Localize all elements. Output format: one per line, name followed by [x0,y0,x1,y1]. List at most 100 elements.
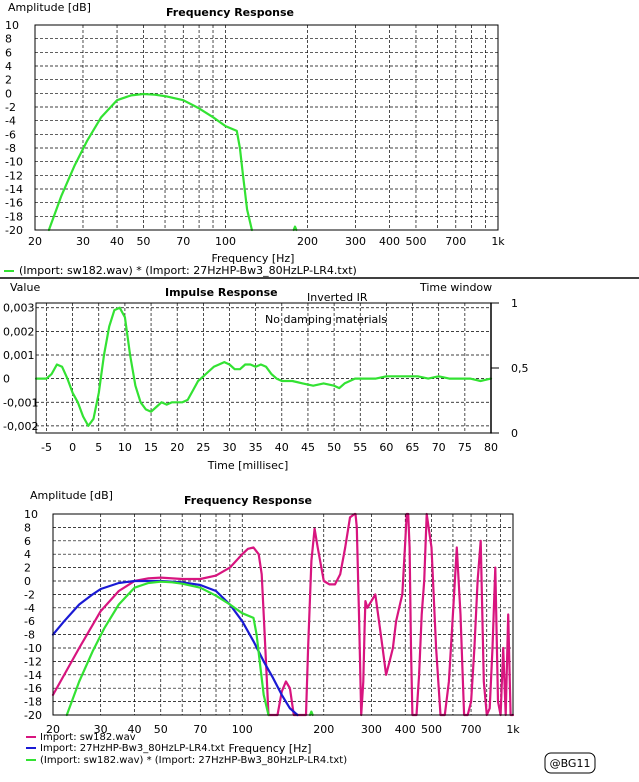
x-tick-label: 70 [176,235,190,248]
chart3-legend-label-1: Import: sw182.wav [40,732,136,743]
x-tick-label: 30 [94,723,108,736]
x-tick-label: 1k [491,235,505,248]
x-tick-label: 100 [232,723,253,736]
y-tick-label: -12 [24,655,42,668]
badge-frame [544,752,596,774]
x-tick-label: 200 [313,723,334,736]
y-tick-label: -20 [24,709,42,722]
x-tick-label: 700 [445,235,466,248]
x-tick-label: -5 [41,441,52,454]
x-tick-label: 20 [170,441,184,454]
chart3-legend-label-2: Import: 27HzHP-Bw3_80HzLP-LR4.txt [40,743,225,754]
chart3-xlabel: Frequency [Hz] [229,742,312,755]
x-tick-label: 5 [95,441,102,454]
y2-tick-label: 0,5 [511,362,529,375]
series-line-3-1 [51,512,515,717]
badge-text: @BG11 [550,757,591,770]
x-tick-label: 80 [484,441,498,454]
y-tick-label: 0,003 [3,302,35,315]
y-tick-label: -0,001 [3,396,38,409]
y-tick-label: -4 [5,115,16,128]
y-tick-label: -16 [5,197,23,210]
x-tick-label: 500 [405,235,426,248]
x-tick-label: 700 [461,723,482,736]
y-tick-label: 0 [3,373,10,386]
y-tick-label: 2 [5,74,12,87]
y-tick-label: -2 [24,588,35,601]
chart3-plot-frame [52,513,514,716]
y-tick-label: -8 [5,142,16,155]
chart2-plot-frame [35,302,492,434]
chart1-ylabel: Amplitude [dB] [8,1,91,14]
x-tick-label: 75 [458,441,472,454]
y2-tick-label: 0 [511,427,518,440]
y-tick-label: -18 [24,696,42,709]
y-tick-label: -14 [5,183,23,196]
series-line-3-3 [65,580,270,717]
y-tick-label: -10 [5,156,23,169]
y-tick-label: -4 [24,602,35,615]
x-tick-label: 55 [353,441,367,454]
y-tick-label: -0,002 [3,420,38,433]
x-tick-label: 300 [345,235,366,248]
x-tick-label: 10 [118,441,132,454]
x-tick-label: 20 [28,235,42,248]
y-tick-label: 8 [5,33,12,46]
x-tick-label: 40 [128,723,142,736]
y-tick-label: 6 [5,46,12,59]
x-tick-label: 400 [379,235,400,248]
y2-tick-label: 1 [511,297,518,310]
y-tick-label: 10 [24,508,38,521]
series-line-1-2 [292,225,298,232]
y-tick-label: -8 [24,629,35,642]
series-line-1-1 [47,92,253,232]
y-tick-label: -18 [5,210,23,223]
x-tick-label: 60 [379,441,393,454]
x-tick-label: 1k [506,723,520,736]
chart2-annotation-damping: No damping materials [265,313,387,326]
y-tick-label: -6 [24,615,35,628]
x-tick-label: 20 [46,723,60,736]
chart3-ylabel: Amplitude [dB] [30,489,113,502]
x-tick-label: 500 [421,723,442,736]
x-tick-label: 40 [275,441,289,454]
y-tick-label: 4 [24,548,31,561]
series-line-3-2 [51,579,299,717]
y-tick-label: 0,002 [3,325,35,338]
x-tick-label: 0 [69,441,76,454]
chart3-title: Frequency Response [184,494,312,507]
x-tick-label: 300 [361,723,382,736]
y-tick-label: 4 [5,60,12,73]
y-tick-label: -2 [5,101,16,114]
x-tick-label: 45 [301,441,315,454]
x-tick-label: 40 [110,235,124,248]
chart2-title: Impulse Response [165,286,278,299]
x-tick-label: 25 [196,441,210,454]
x-tick-label: 100 [215,235,236,248]
chart2-y2label: Time window [419,281,492,294]
x-tick-label: 200 [297,235,318,248]
y-tick-label: -12 [5,169,23,182]
y-tick-label: -16 [24,682,42,695]
chart1-legend-label: (Import: sw182.wav) * (Import: 27HzHP-Bw… [19,264,357,277]
y-tick-label: 8 [24,521,31,534]
chart1-xlabel: Frequency [Hz] [212,252,295,265]
x-tick-label: 400 [395,723,416,736]
chart-impulse-response: Value Impulse Response Time window -5 0 5 1… [3,281,529,472]
watermark-badge: @BG11 [544,752,596,774]
y-tick-label: 0 [5,87,12,100]
x-tick-label: 50 [136,235,150,248]
series-line-2-1 [34,306,493,427]
x-tick-label: 30 [76,235,90,248]
y-tick-label: 6 [24,535,31,548]
x-tick-label: 35 [249,441,263,454]
y-tick-label: -20 [5,224,23,237]
x-tick-label: 65 [406,441,420,454]
x-tick-label: 30 [223,441,237,454]
x-tick-label: 70 [432,441,446,454]
x-tick-label: 70 [193,723,207,736]
x-tick-label: 50 [154,723,168,736]
chart2-xlabel: Time [millisec] [207,459,289,472]
series-line-3-4 [308,710,314,717]
